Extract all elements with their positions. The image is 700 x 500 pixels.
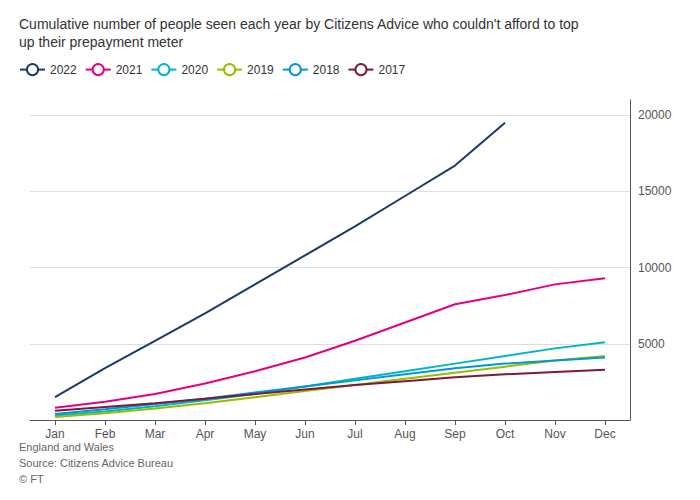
svg-text:Jun: Jun <box>295 427 314 441</box>
svg-text:Nov: Nov <box>544 427 565 441</box>
svg-text:Mar: Mar <box>145 427 166 441</box>
svg-text:20000: 20000 <box>638 108 672 122</box>
svg-text:Sep: Sep <box>444 427 466 441</box>
svg-text:Feb: Feb <box>95 427 116 441</box>
svg-text:Apr: Apr <box>196 427 215 441</box>
svg-text:Cumulative number of people se: Cumulative number of people seen each ye… <box>19 16 579 32</box>
svg-text:Oct: Oct <box>496 427 515 441</box>
svg-text:2017: 2017 <box>378 63 405 77</box>
svg-text:up their prepayment meter: up their prepayment meter <box>19 34 184 50</box>
svg-text:5000: 5000 <box>638 337 665 351</box>
svg-text:Jan: Jan <box>45 427 64 441</box>
svg-text:Dec: Dec <box>594 427 615 441</box>
svg-text:Jul: Jul <box>347 427 362 441</box>
svg-text:15000: 15000 <box>638 184 672 198</box>
svg-text:England and Wales: England and Wales <box>19 441 114 453</box>
svg-text:Aug: Aug <box>394 427 415 441</box>
svg-text:10000: 10000 <box>638 261 672 275</box>
svg-text:© FT: © FT <box>19 473 44 485</box>
svg-text:2020: 2020 <box>181 63 208 77</box>
svg-text:May: May <box>244 427 267 441</box>
svg-text:2022: 2022 <box>50 63 77 77</box>
svg-text:2021: 2021 <box>116 63 143 77</box>
svg-text:Source: Citizens Advice Bureau: Source: Citizens Advice Bureau <box>19 457 173 469</box>
svg-text:2018: 2018 <box>313 63 340 77</box>
svg-text:2019: 2019 <box>247 63 274 77</box>
